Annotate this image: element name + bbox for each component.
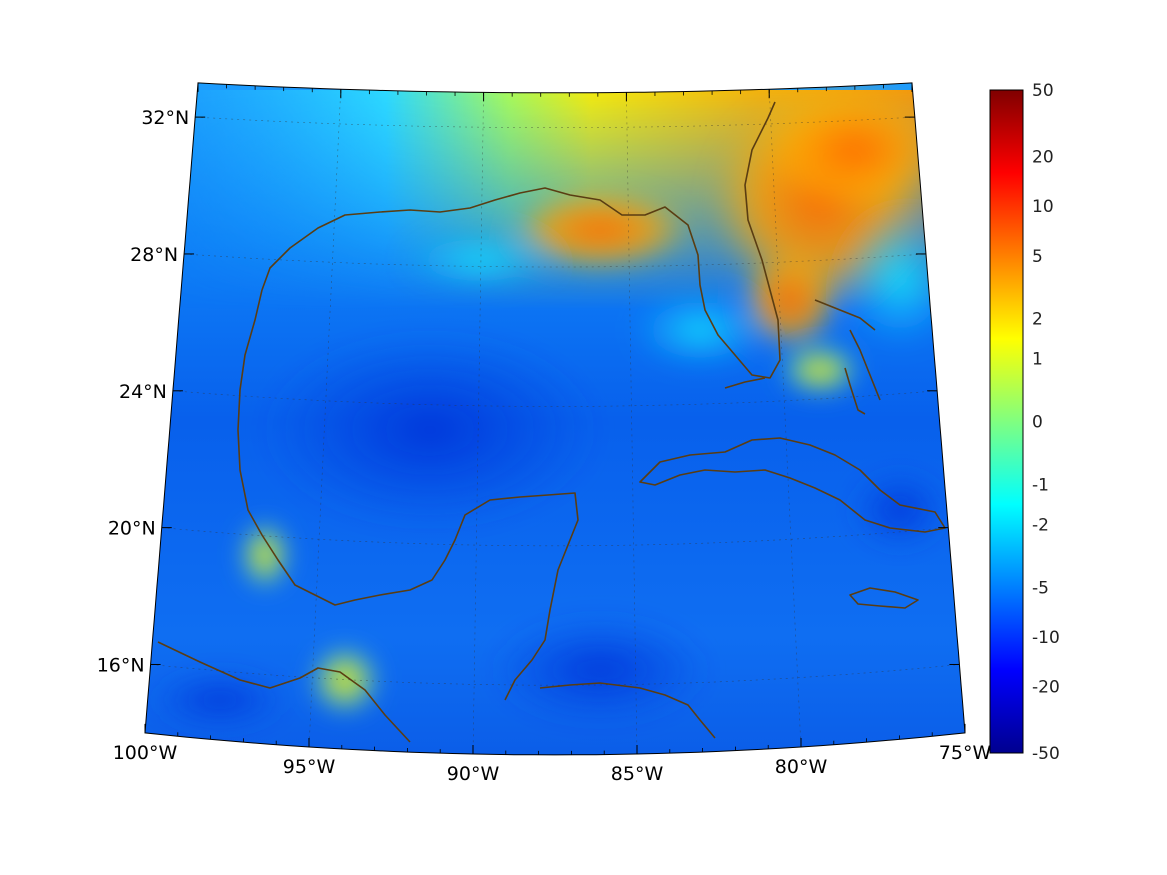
coastline-hispaniola xyxy=(849,587,919,609)
colorbar-tick-label: 1 xyxy=(1032,350,1043,370)
lat-tick-label: 32°N xyxy=(141,107,189,129)
meridian-line xyxy=(626,92,638,755)
colorbar-tick-label: 20 xyxy=(1032,147,1054,167)
lon-tick-label: 90°W xyxy=(447,763,500,785)
colorbar-tick-label: 10 xyxy=(1032,197,1054,217)
colorbar-tick-label: -2 xyxy=(1032,515,1049,535)
coastline-gulf-us xyxy=(261,101,781,379)
colorbar-tick-label: 0 xyxy=(1032,413,1043,433)
coastline-honduras xyxy=(539,682,716,739)
coastlines xyxy=(157,101,946,743)
lat-tick-label: 16°N xyxy=(97,654,145,676)
colorbar-tick-label: 5 xyxy=(1032,247,1043,267)
lon-tick-label: 85°W xyxy=(611,763,664,785)
colorbar-gradient xyxy=(989,89,1024,754)
lon-tick-label: 80°W xyxy=(775,756,828,778)
meridian-line xyxy=(308,89,342,748)
colorbar-tick-label: -1 xyxy=(1032,475,1049,495)
parallel-line xyxy=(172,390,938,407)
lon-tick-label: 75°W xyxy=(939,742,992,764)
colorbar-tick-label: -20 xyxy=(1032,678,1060,698)
coastline-florida-keys xyxy=(724,377,766,389)
colorbar-tick-label: -10 xyxy=(1032,628,1060,648)
colorbar-tick-label: 50 xyxy=(1032,81,1054,101)
colorbar-tick-label: 2 xyxy=(1032,310,1043,330)
map-ticks: 100°W 95°W 90°W 85°W 80°W 75°W 32°N 28°N 24°N 20°… xyxy=(97,82,992,785)
coastline-mexico xyxy=(237,289,579,701)
lat-tick-label: 20°N xyxy=(108,518,156,540)
lon-tick-label: 95°W xyxy=(283,756,336,778)
parallel-line xyxy=(195,116,915,128)
parallel-line xyxy=(184,253,926,268)
colorbar-tick-label: -5 xyxy=(1032,578,1049,598)
coastline-bahamas xyxy=(814,299,881,415)
meridian-line xyxy=(768,89,802,748)
colorbar-tick-label: -50 xyxy=(1032,744,1060,764)
meridian-line xyxy=(472,92,484,755)
lat-tick-label: 24°N xyxy=(119,381,167,403)
lat-tick-label: 28°N xyxy=(130,244,178,266)
data-field xyxy=(145,82,965,755)
lon-tick-label: 100°W xyxy=(113,742,178,764)
coastline-central-america xyxy=(157,641,411,743)
